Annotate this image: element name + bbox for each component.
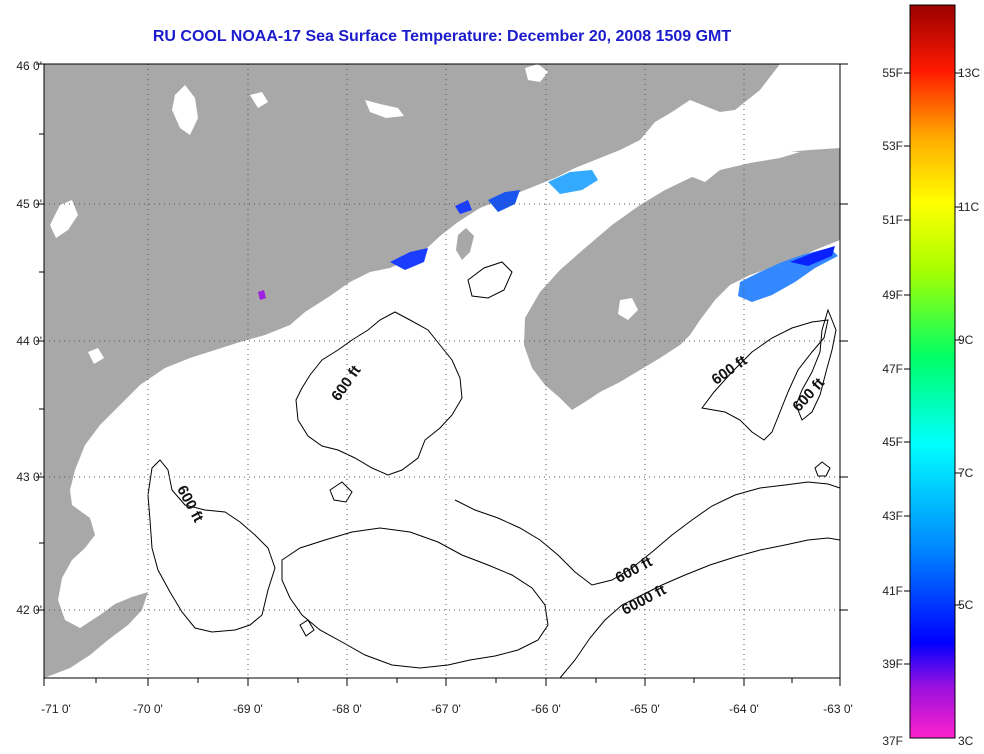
sst-patch-coast-b <box>390 248 428 270</box>
colorbar-f-label: 49F <box>882 288 903 302</box>
colorbar-c-label: 9C <box>958 333 974 347</box>
colorbar-f-label: 45F <box>882 435 903 449</box>
lon-label: -63 0' <box>823 702 853 716</box>
lon-label: -68 0' <box>332 702 362 716</box>
lat-label: 42 0' <box>16 603 42 617</box>
inland-lake-7 <box>88 348 104 364</box>
contour-600-gulf-west <box>147 459 276 633</box>
inland-lake-1 <box>172 85 198 135</box>
lat-label: 44 0' <box>16 334 42 348</box>
land-mainland <box>44 64 780 678</box>
lat-label: 43 0' <box>16 470 42 484</box>
colorbar-celsius-labels: 13C 11C 9C 7C 5C 3C <box>958 66 980 748</box>
sst-patch-purple <box>258 290 266 300</box>
colorbar-c-label: 7C <box>958 466 974 480</box>
contour-600-east-2 <box>795 308 837 421</box>
colorbar-c-label: 5C <box>958 598 974 612</box>
land-nova-scotia <box>524 148 840 410</box>
colorbar-fahrenheit-labels: 55F 53F 51F 49F 47F 45F 43F 41F 39F 37F <box>882 66 903 748</box>
colorbar-f-label: 39F <box>882 657 903 671</box>
colorbar-f-label: 53F <box>882 139 903 153</box>
map-area: 600 ft 600 ft 600 ft 600 ft 600 ft 6000 … <box>44 64 840 678</box>
colorbar-c-label: 11C <box>958 200 979 214</box>
lon-label: -67 0' <box>431 702 461 716</box>
longitude-labels: -71 0' -70 0' -69 0' -68 0' -67 0' -66 0… <box>41 702 853 716</box>
colorbar-f-label: 37F <box>882 734 903 748</box>
water-minas-basin <box>690 150 800 182</box>
colorbar-f-label: 41F <box>882 584 903 598</box>
contour-600-central <box>295 311 463 476</box>
sst-patch-coast-c <box>455 200 472 214</box>
colorbar-f-label: 55F <box>882 66 903 80</box>
sst-patch-ns-east-dark <box>790 246 835 266</box>
contour-small-3 <box>329 481 353 503</box>
inland-lake-3 <box>50 200 78 238</box>
map-frame <box>43 63 841 679</box>
lon-label: -65 0' <box>630 702 660 716</box>
inland-lake-4 <box>365 100 404 118</box>
contour-small-2 <box>814 461 831 477</box>
lat-label: 46 0' <box>16 59 42 73</box>
contour-600-shelf-edge <box>454 481 840 586</box>
lon-label: -71 0' <box>41 702 71 716</box>
contour-600-east-1 <box>701 319 829 441</box>
inland-lake-5 <box>525 64 548 82</box>
colorbar <box>909 4 956 739</box>
colorbar-ticks <box>904 72 961 665</box>
lon-label: -64 0' <box>729 702 759 716</box>
sst-patch-fundy <box>548 170 598 194</box>
colorbar-f-label: 51F <box>882 213 903 227</box>
land-grand-manan <box>456 228 474 260</box>
lat-label: 45 0' <box>16 197 42 211</box>
contour-small-4 <box>299 619 315 637</box>
colorbar-c-label: 13C <box>958 66 980 80</box>
inland-lake-6 <box>618 298 638 320</box>
depth-contours <box>147 261 840 678</box>
contour-small-1 <box>467 261 513 299</box>
colorbar-f-label: 43F <box>882 509 903 523</box>
lon-label: -70 0' <box>133 702 163 716</box>
contour-georges-bank <box>281 527 549 669</box>
colorbar-f-label: 47F <box>882 362 903 376</box>
colorbar-c-label: 3C <box>958 734 974 748</box>
latitude-labels: 46 0' 45 0' 44 0' 43 0' 42 0' <box>16 59 42 617</box>
inland-lake-2 <box>250 92 268 108</box>
lon-label: -66 0' <box>531 702 561 716</box>
sst-patch-coast-a <box>488 190 520 212</box>
axis-ticks <box>36 63 848 686</box>
lon-label: -69 0' <box>233 702 263 716</box>
contour-6000 <box>559 537 840 678</box>
map-title: RU COOL NOAA-17 Sea Surface Temperature:… <box>152 28 732 45</box>
